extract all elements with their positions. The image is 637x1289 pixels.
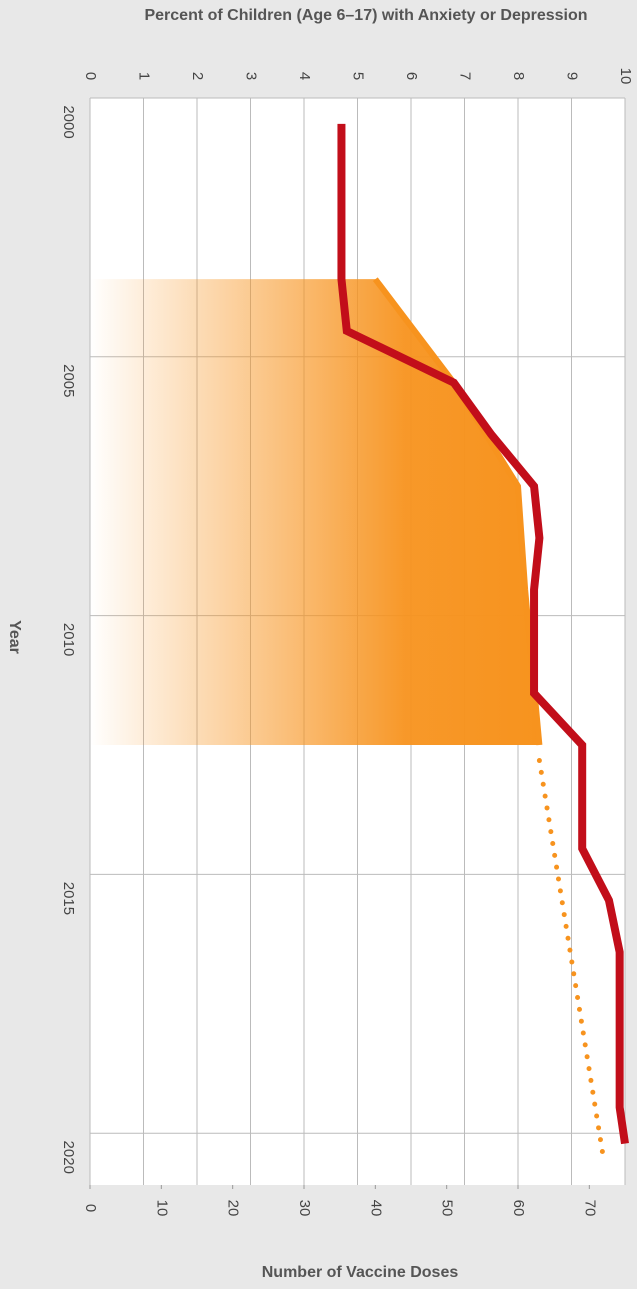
y-tick-label: 3 bbox=[243, 72, 260, 80]
y-tick-label: 7 bbox=[457, 72, 474, 80]
x-tick-label: 2020 bbox=[60, 1141, 77, 1174]
y-tick-label: 2 bbox=[189, 72, 206, 80]
x-tick-label: 2015 bbox=[60, 882, 77, 915]
x-tick-label: 2000 bbox=[60, 105, 77, 138]
y-tick-label: 5 bbox=[350, 72, 367, 80]
y2-tick-label: 40 bbox=[367, 1200, 384, 1217]
y-tick-label: 6 bbox=[403, 72, 420, 80]
area-line bbox=[372, 277, 543, 746]
y2-tick-label: 0 bbox=[82, 1204, 99, 1212]
x-tick-label: 2005 bbox=[60, 364, 77, 397]
line bbox=[337, 123, 629, 1145]
y-tick-label: 0 bbox=[82, 72, 99, 80]
x-axis-title: Year bbox=[6, 620, 23, 654]
y-tick-label: 8 bbox=[510, 72, 527, 80]
y2-tick-label: 30 bbox=[296, 1200, 313, 1217]
chart-title: Percent of Children (Age 6–17) with Anxi… bbox=[144, 7, 587, 24]
y2-tick-label: 50 bbox=[439, 1200, 456, 1217]
y2-tick-label: 20 bbox=[225, 1200, 242, 1217]
trend-line bbox=[536, 758, 607, 1162]
y2-axis-title: Number of Vaccine Doses bbox=[262, 1264, 459, 1281]
area bbox=[90, 279, 540, 746]
y-tick-label: 9 bbox=[564, 72, 581, 80]
y2-tick-label: 70 bbox=[581, 1200, 598, 1217]
x-tick-label: 2010 bbox=[60, 623, 77, 656]
y-tick-label: 1 bbox=[136, 72, 153, 80]
y-tick-label: 4 bbox=[296, 72, 313, 80]
y-tick-label: 10 bbox=[617, 68, 634, 85]
y2-tick-label: 10 bbox=[153, 1200, 170, 1217]
y2-tick-label: 60 bbox=[510, 1200, 527, 1217]
